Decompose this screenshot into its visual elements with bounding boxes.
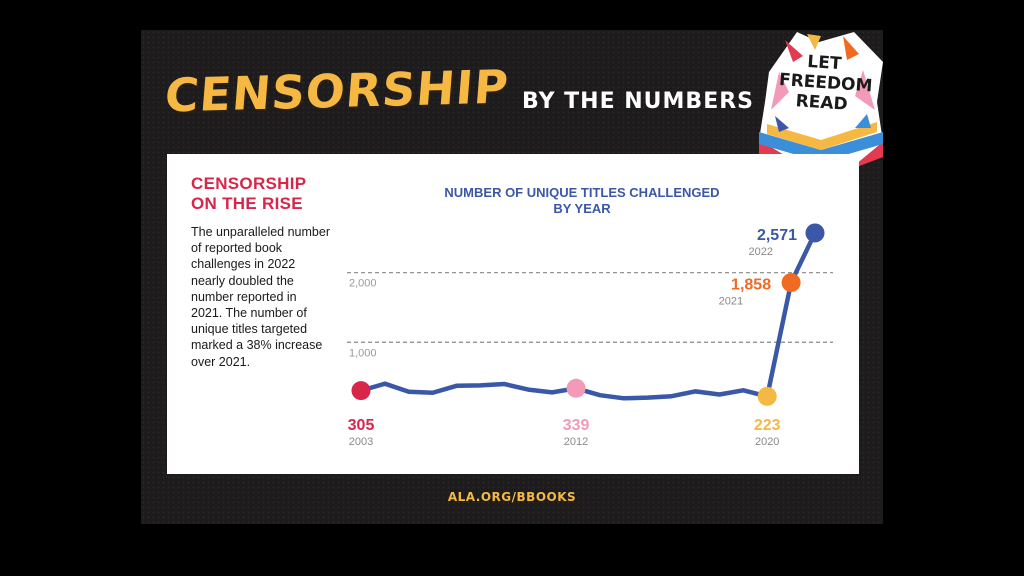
point-2022: [805, 223, 825, 243]
series-line: [358, 230, 818, 401]
year-label-2020: 2020: [755, 436, 779, 448]
logo-text: LET FREEDOM READ: [777, 50, 873, 116]
chart-title-line-1: NUMBER OF UNIQUE TITLES CHALLENGED: [444, 185, 720, 200]
value-label-2020: 223: [754, 417, 781, 434]
value-label-2012: 339: [563, 417, 590, 434]
point-2021: [781, 273, 801, 293]
point-2020: [757, 386, 777, 406]
heading-line-2: ON THE RISE: [191, 194, 303, 213]
line-chart: 1,000 2,000 305 2003 339 2012 223 2020 1,858 2021…: [347, 223, 833, 448]
section-heading: CENSORSHIP ON THE RISE: [191, 174, 306, 214]
gridline-label-0: 1,000: [349, 347, 377, 359]
chart-title-line-2: BY YEAR: [553, 201, 611, 216]
content-card: CENSORSHIP ON THE RISE The unparalleled …: [167, 154, 859, 474]
gridline-label-1: 2,000: [349, 278, 377, 290]
year-label-2012: 2012: [564, 436, 588, 448]
year-label-2022: 2022: [749, 246, 773, 258]
let-freedom-read-logo: LET FREEDOM READ: [759, 32, 883, 170]
footer-url[interactable]: ALA.ORG/BBOOKS: [447, 490, 577, 504]
heading-line-1: CENSORSHIP: [191, 174, 307, 193]
main-title: CENSORSHIP: [162, 59, 511, 123]
point-2003: [351, 381, 371, 401]
chart-title: NUMBER OF UNIQUE TITLES CHALLENGED BY YE…: [422, 185, 742, 217]
point-2012: [566, 378, 586, 398]
value-label-2022: 2,571: [757, 227, 797, 244]
subtitle: BY THE NUMBERS: [522, 89, 755, 114]
infographic-slide: CENSORSHIP BY THE NUMBERS LET FREEDOM RE…: [141, 30, 883, 524]
description-text: The unparalleled number of reported book…: [191, 225, 330, 369]
value-label-2021: 1,858: [731, 277, 771, 294]
value-label-2003: 305: [348, 417, 375, 434]
year-label-2003: 2003: [349, 436, 373, 448]
year-label-2021: 2021: [719, 296, 743, 308]
